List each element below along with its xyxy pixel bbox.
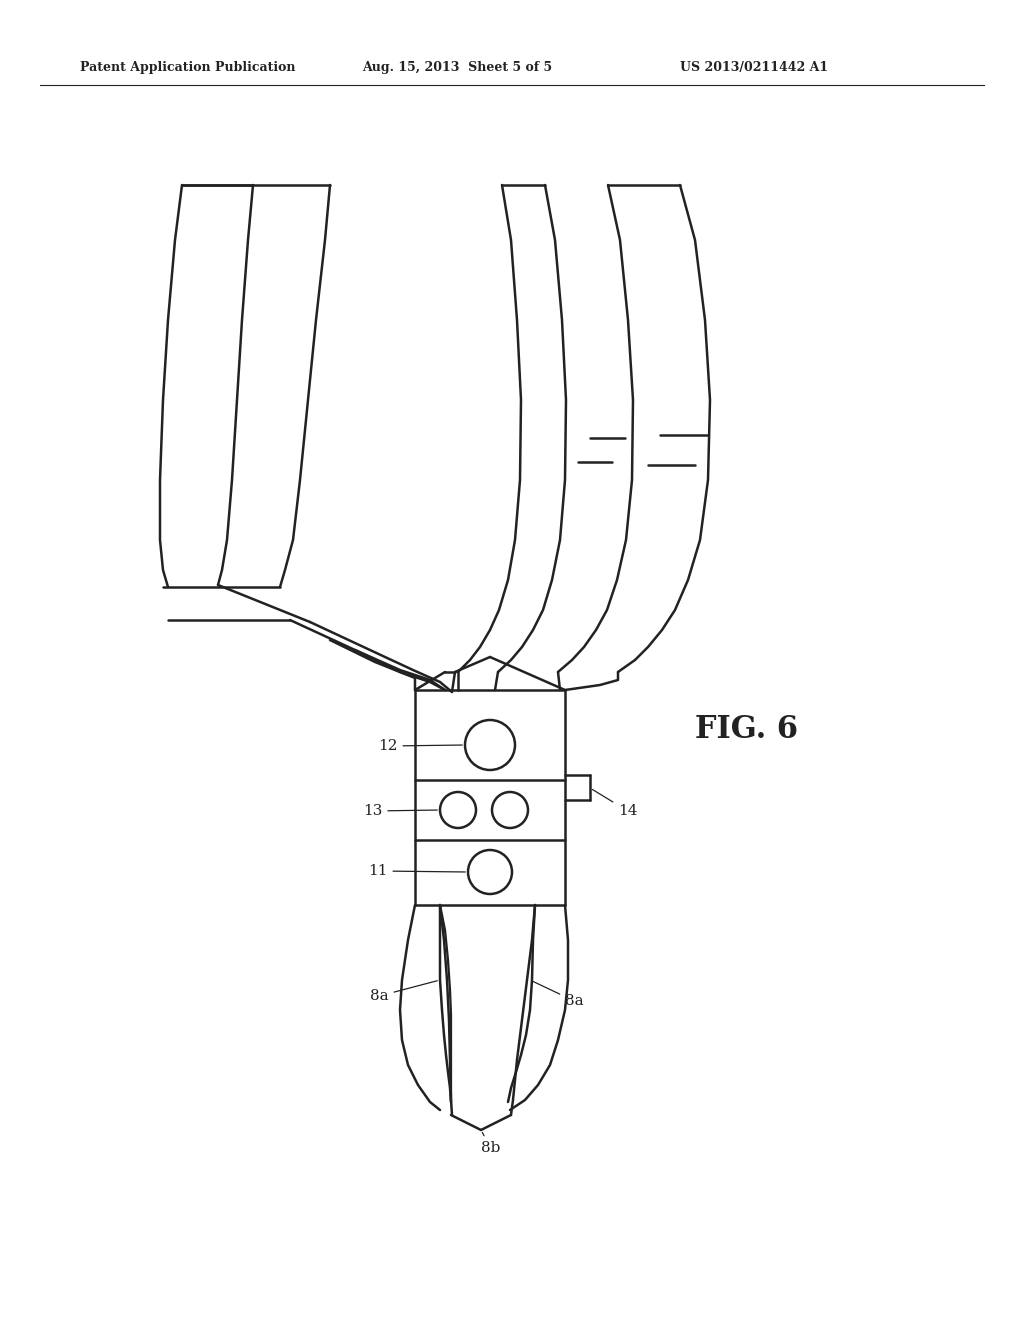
Text: 8a: 8a [370,981,437,1003]
Text: 8b: 8b [481,1133,501,1155]
Text: Aug. 15, 2013  Sheet 5 of 5: Aug. 15, 2013 Sheet 5 of 5 [362,62,552,74]
Text: 14: 14 [592,789,638,818]
Text: 8a: 8a [532,981,584,1008]
Text: FIG. 6: FIG. 6 [695,714,798,746]
Text: Patent Application Publication: Patent Application Publication [80,62,296,74]
Text: US 2013/0211442 A1: US 2013/0211442 A1 [680,62,828,74]
Text: 13: 13 [362,804,437,818]
Text: 11: 11 [368,865,465,878]
Text: 12: 12 [378,739,462,752]
